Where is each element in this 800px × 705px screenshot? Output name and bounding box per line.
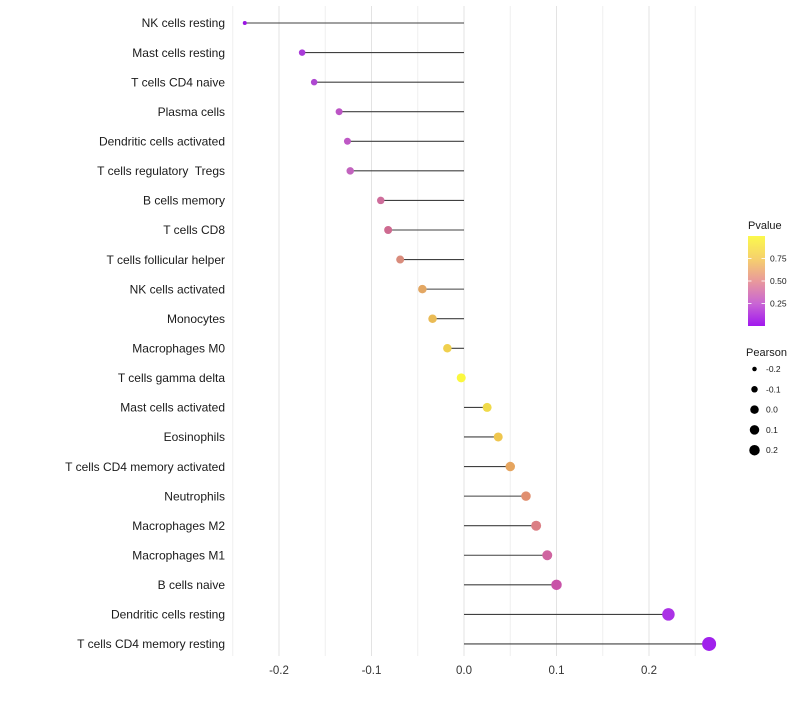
y-axis-label: T cells CD8	[163, 223, 225, 237]
y-axis-label: Neutrophils	[164, 489, 225, 503]
x-tick-label: 0.0	[456, 665, 472, 677]
lollipop-dot	[396, 255, 405, 264]
lollipop-dot	[443, 344, 452, 353]
y-axis-label: Mast cells resting	[132, 46, 225, 60]
lollipop-dot	[384, 225, 393, 234]
lollipop-dot	[418, 284, 427, 294]
pearson-legend-dot	[751, 386, 758, 393]
pvalue-legend-title: Pvalue	[748, 220, 782, 232]
lollipop-dot	[377, 196, 385, 205]
pvalue-tick-label: 0.50	[770, 276, 787, 286]
lollipop-dot	[456, 373, 466, 383]
pearson-legend-dot	[752, 366, 757, 372]
pvalue-tick-label: 0.25	[770, 299, 787, 309]
y-axis-label: Dendritic cells resting	[111, 608, 225, 622]
x-axis: -0.2 -0.1 0.0 0.1 0.2	[269, 665, 657, 677]
lollipop-dot	[702, 636, 717, 651]
pvalue-colorbar	[748, 236, 765, 326]
gridlines	[232, 6, 696, 656]
x-tick-label: 0.1	[549, 665, 565, 677]
lollipop-dot	[542, 550, 553, 561]
y-axis-label: T cells CD4 memory activated	[65, 460, 225, 474]
y-axis-label: NK cells resting	[142, 16, 225, 30]
lollipop-dot	[505, 461, 515, 472]
lollipop-dot	[551, 579, 562, 591]
pvalue-tick-label: 0.75	[770, 254, 787, 264]
y-axis-label: Plasma cells	[158, 105, 225, 119]
y-axis-label: T cells follicular helper	[107, 253, 226, 267]
lollipop-dot	[343, 137, 351, 145]
y-axis-label: Eosinophils	[164, 430, 225, 444]
pearson-legend-dot	[750, 405, 759, 414]
pearson-legend-label: -0.1	[766, 384, 781, 394]
y-axis-label: B cells memory	[143, 194, 225, 208]
y-axis-label: Macrophages M0	[132, 341, 225, 355]
lollipop-dot	[531, 520, 542, 531]
x-tick-label: 0.2	[641, 665, 657, 677]
pearson-legend-label: 0.1	[766, 425, 778, 435]
y-axis-label: Macrophages M2	[132, 519, 225, 533]
x-tick-label: -0.2	[269, 665, 289, 677]
y-axis-label: T cells regulatory Tregs	[97, 164, 225, 178]
y-axis-label: T cells CD4 naive	[131, 75, 225, 89]
lollipop-dot	[428, 314, 437, 323]
y-axis-label: NK cells activated	[130, 282, 225, 296]
y-axis-label: Mast cells activated	[120, 401, 225, 415]
lollipop-dot	[521, 491, 531, 501]
y-axis-label: B cells naive	[158, 578, 226, 592]
lollipop-dot	[662, 608, 675, 621]
pearson-legend-label: 0.2	[766, 445, 778, 455]
y-axis-label: T cells CD4 memory resting	[77, 637, 225, 651]
lollipop-rows: NK cells resting Mast cells resting T cell…	[65, 16, 717, 651]
y-axis-label: Monocytes	[167, 312, 225, 326]
legend: Pvalue 0.75 0.50 0.25 Pearson -0.2 -0.1 0.0 0.1 0…	[746, 220, 787, 456]
lollipop-dot	[493, 432, 503, 442]
lollipop-dot	[310, 78, 318, 86]
lollipop-dot	[242, 21, 247, 25]
pearson-legend-dot	[749, 425, 760, 435]
pearson-legend-dot	[749, 444, 760, 456]
lollipop-dot	[298, 49, 306, 56]
lollipop-dot	[335, 108, 343, 116]
y-axis-label: Dendritic cells activated	[99, 134, 225, 148]
pearson-legend-label: -0.2	[766, 364, 781, 374]
pearson-legend-title: Pearson	[746, 347, 787, 359]
lollipop-dot	[482, 402, 492, 412]
x-tick-label: -0.1	[362, 665, 382, 677]
y-axis-label: Macrophages M1	[132, 548, 225, 562]
y-axis-label: T cells gamma delta	[118, 371, 225, 385]
pearson-legend-label: 0.0	[766, 405, 778, 415]
lollipop-dot	[346, 167, 354, 175]
